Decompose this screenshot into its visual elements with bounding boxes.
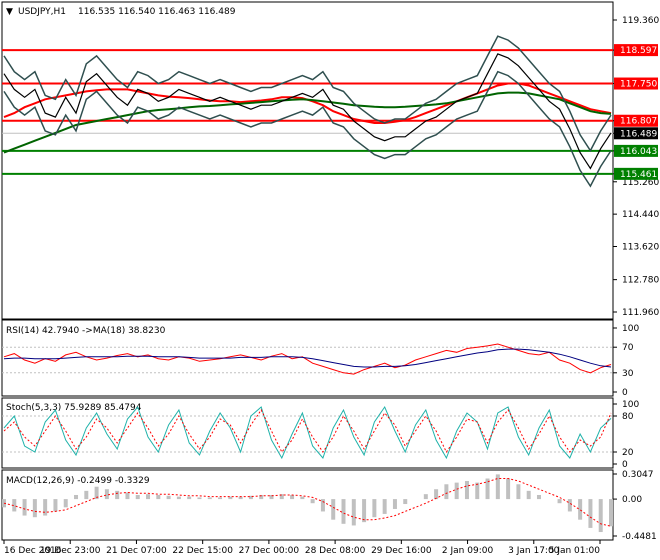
rsi-layer: 100 70 30 0 <box>2 324 639 398</box>
x-tick-label: 3 Jan 17:00 <box>508 546 560 556</box>
stoch-layer: 100 80 20 0 <box>2 400 639 470</box>
price-tick-label: 115.260 <box>622 178 659 188</box>
stoch-tick-label: 0 <box>622 460 628 470</box>
x-tick-label: 19 Dec 23:00 <box>40 546 101 556</box>
price-tick-label: 113.620 <box>622 242 659 252</box>
stoch-main-line <box>3 405 612 460</box>
x-tick-label: 29 Dec 16:00 <box>371 546 432 556</box>
price-panel <box>1 1 614 320</box>
stoch-title: Stoch(5,3,3) 75.9289 85.4794 <box>6 403 142 413</box>
level-badge <box>614 144 658 157</box>
current-price-label: 116.489 <box>620 129 657 139</box>
level-badge <box>614 167 658 180</box>
x-tick-label: 22 Dec 15:00 <box>172 546 233 556</box>
header-symbol: USDJPY,H1 <box>18 7 66 17</box>
rsi-panel <box>1 319 614 397</box>
price-line <box>3 53 612 170</box>
level-badge <box>614 44 658 57</box>
macd-tick-label: 0.00 <box>622 495 642 505</box>
macd-signal-line <box>3 478 612 527</box>
price-tick-label: 119.360 <box>622 16 659 26</box>
level-label: 115.461 <box>620 170 657 180</box>
macd-layer: 0.3047 0.00 -0.4481 <box>2 470 657 542</box>
x-tick-label: 5 Jan 01:00 <box>549 546 601 556</box>
rsi-tick-label: 70 <box>622 343 634 353</box>
moving-average-line <box>3 91 612 154</box>
rsi-ma-line <box>3 348 612 368</box>
price-tick-label: 114.440 <box>622 210 659 220</box>
price-layer: 119.360 115.260 114.440 113.620 112.780 111.9… <box>2 16 659 318</box>
rsi-tick-label: 100 <box>622 324 639 334</box>
level-label: 116.043 <box>620 147 657 157</box>
level-badge <box>614 114 658 127</box>
macd-title: MACD(12,26,9) -0.2499 -0.3329 <box>6 476 150 486</box>
stoch-signal-line <box>3 409 612 453</box>
x-tick-label: 27 Dec 00:00 <box>239 546 300 556</box>
stoch-tick-label: 80 <box>622 412 634 422</box>
upper-band-line <box>3 35 612 153</box>
current-price-badge <box>614 127 658 140</box>
rsi-tick-label: 30 <box>622 369 634 379</box>
stoch-tick-label: 100 <box>622 400 639 410</box>
rsi-tick-label: 0 <box>622 388 628 398</box>
x-tick-label: 21 Dec 07:00 <box>106 546 167 556</box>
level-label: 116.807 <box>620 117 657 127</box>
lower-band-line <box>3 70 612 188</box>
price-tick-label: 111.960 <box>622 308 659 318</box>
stoch-tick-label: 20 <box>622 448 634 458</box>
x-tick-label: 16 Dec 2016 <box>4 546 62 556</box>
price-tick-label: 112.780 <box>622 276 659 286</box>
macd-tick-label: 0.3047 <box>622 470 654 480</box>
level-badge <box>614 77 658 90</box>
rsi-line <box>3 343 612 375</box>
level-label: 117.750 <box>620 80 657 90</box>
macd-tick-label: -0.4481 <box>622 532 657 542</box>
x-tick-label: 28 Dec 08:00 <box>305 546 366 556</box>
stoch-panel <box>1 397 614 469</box>
level-label: 118.597 <box>620 46 657 56</box>
moving-average-line <box>3 82 612 124</box>
header-ohlc: 116.535 116.540 116.463 116.489 <box>78 7 236 17</box>
x-tick-label: 2 Jan 09:00 <box>442 546 494 556</box>
rsi-title: RSI(14) 42.7940 ->MA(18) 38.8230 <box>6 326 166 336</box>
header-arrow: ▼ <box>6 7 13 17</box>
